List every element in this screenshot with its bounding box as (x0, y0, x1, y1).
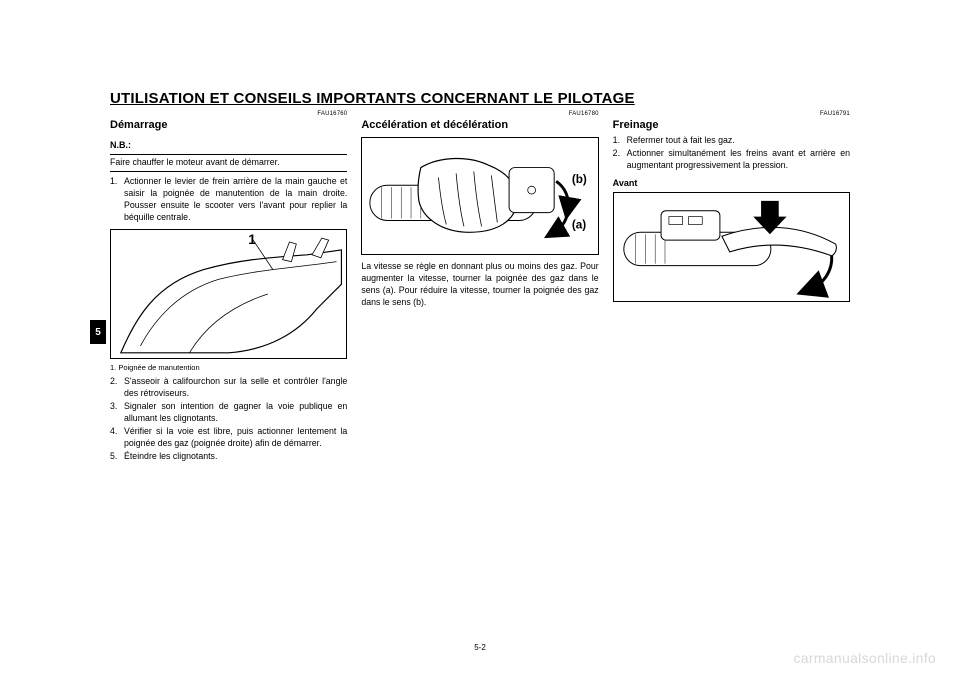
column-middle: FAU16780 Accélération et décélération (361, 111, 598, 464)
steps-list-top: Actionner le levier de frein arrière de … (110, 176, 347, 224)
chapter-tab: 5 (90, 320, 106, 344)
content-columns: FAU16760 Démarrage N.B.: Faire chauffer … (110, 111, 850, 464)
column-right: FAU16791 Freinage Refermer tout à fait l… (613, 111, 850, 464)
ref-code: FAU16780 (361, 111, 598, 117)
nb-row: N.B.: (110, 135, 347, 155)
section-title-demarrage: Démarrage (110, 119, 347, 131)
nb-text: Faire chauffer le moteur avant de démarr… (110, 157, 347, 172)
sub-label-avant: Avant (613, 178, 850, 188)
ref-code: FAU16760 (110, 111, 347, 117)
step-item: S'asseoir à califourchon sur la selle et… (110, 376, 347, 400)
figure-caption: 1. Poignée de manutention (110, 363, 347, 372)
section-title-acceleration: Accélération et décélération (361, 119, 598, 131)
step-item: Actionner simultanément les freins avant… (613, 148, 850, 172)
section-title-freinage: Freinage (613, 119, 850, 131)
nb-label: N.B.: (110, 140, 131, 150)
figure-front-brake (613, 192, 850, 302)
step-item: Éteindre les clignotants. (110, 451, 347, 463)
column-left: FAU16760 Démarrage N.B.: Faire chauffer … (110, 111, 347, 464)
manual-page: UTILISATION ET CONSEILS IMPORTANTS CONCE… (0, 0, 960, 678)
watermark: carmanualsonline.info (794, 650, 937, 666)
ref-code: FAU16791 (613, 111, 850, 117)
figure-throttle: (b) (a) (361, 137, 598, 255)
arrow-label-a: (a) (572, 218, 586, 231)
figure-grab-handle: 1 (110, 229, 347, 359)
fig1-label-num: 1 (248, 232, 256, 247)
step-item: Actionner le levier de frein arrière de … (110, 176, 347, 224)
step-item: Refermer tout à fait les gaz. (613, 135, 850, 147)
steps-list-bottom: S'asseoir à califourchon sur la selle et… (110, 376, 347, 462)
page-title: UTILISATION ET CONSEILS IMPORTANTS CONCE… (110, 90, 850, 107)
step-item: Vérifier si la voie est libre, puis acti… (110, 426, 347, 450)
body-text-acceleration: La vitesse se règle en donnant plus ou m… (361, 261, 598, 309)
step-item: Signaler son intention de gagner la voie… (110, 401, 347, 425)
steps-list-freinage: Refermer tout à fait les gaz. Actionner … (613, 135, 850, 172)
arrow-label-b: (b) (572, 173, 587, 186)
